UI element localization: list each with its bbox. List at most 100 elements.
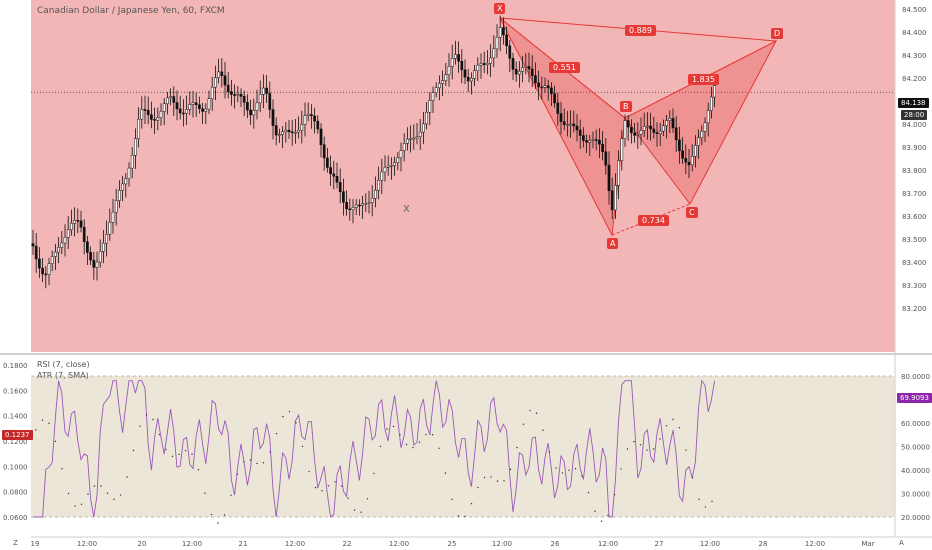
atr-dot xyxy=(711,500,713,503)
candle-body xyxy=(495,37,499,50)
candle-body xyxy=(633,132,636,136)
candle-body xyxy=(127,167,131,179)
atr-dot xyxy=(308,470,310,473)
candle-body xyxy=(242,96,246,103)
corner-left-label[interactable]: Z xyxy=(13,539,18,547)
candle-body xyxy=(95,261,99,268)
candle-body xyxy=(153,119,156,121)
candle-body xyxy=(175,102,179,110)
candle-body xyxy=(310,114,313,117)
candle-body xyxy=(473,70,476,79)
candle-body xyxy=(134,138,137,156)
candle-body xyxy=(194,102,198,105)
candle-body xyxy=(630,126,633,134)
candle-body xyxy=(604,151,608,166)
rsi-tick-label: 20.0000 xyxy=(901,514,930,522)
candle-body xyxy=(636,133,640,136)
current-price-badge: 84.138 xyxy=(898,98,929,108)
atr-dot xyxy=(678,427,681,429)
atr-dot xyxy=(568,469,570,471)
candle-body xyxy=(524,66,528,68)
corner-right-label[interactable]: A xyxy=(899,539,904,547)
candle-body xyxy=(572,123,576,127)
candle-body xyxy=(348,208,352,211)
atr-dot xyxy=(106,492,109,494)
atr-dot xyxy=(373,472,375,475)
candle-body xyxy=(274,125,278,136)
candle-body xyxy=(409,138,412,140)
atr-dot xyxy=(132,449,135,452)
candle-body xyxy=(678,139,681,152)
atr-dot xyxy=(288,410,291,413)
atr-dot xyxy=(698,498,700,501)
symbol-title: Canadian Dollar / Japanese Yen, 60, FXCM xyxy=(37,6,225,16)
atr-dot xyxy=(639,444,642,446)
candle-body xyxy=(402,143,406,151)
candle-body xyxy=(598,139,601,145)
pane-separator[interactable] xyxy=(0,353,932,355)
atr-dot xyxy=(652,448,655,450)
atr-dot xyxy=(275,432,278,435)
atr-dot xyxy=(561,472,564,474)
candle-body xyxy=(658,130,662,134)
price-tick-label: 84.500 xyxy=(902,6,927,14)
candle-body xyxy=(262,87,265,95)
candle-body xyxy=(569,123,572,126)
candle-body xyxy=(591,139,595,141)
candle-body xyxy=(182,112,185,115)
atr-dot xyxy=(704,506,707,508)
candle-body xyxy=(44,273,48,276)
ratio-xab[interactable]: 0.551 xyxy=(549,62,580,73)
candle-body xyxy=(486,62,489,65)
candle-body xyxy=(268,93,272,110)
candle-body xyxy=(550,87,553,94)
candle-body xyxy=(681,150,684,159)
atr-dot xyxy=(35,429,37,431)
candle-body xyxy=(386,165,390,168)
candle-body xyxy=(226,84,230,92)
ratio-abc[interactable]: 0.734 xyxy=(638,215,669,226)
candle-body xyxy=(687,161,691,166)
time-axis-label: 19 xyxy=(31,540,40,548)
price-chart-pane[interactable] xyxy=(31,0,895,352)
atr-dot xyxy=(191,453,193,455)
atr-dot xyxy=(685,449,687,451)
candle-body xyxy=(406,138,409,144)
candle-body xyxy=(294,131,297,134)
atr-tick-label: 0.0800 xyxy=(3,489,28,497)
candle-body xyxy=(252,110,256,116)
candle-body xyxy=(297,129,300,133)
price-tick-label: 84.300 xyxy=(902,52,927,60)
candle-body xyxy=(38,258,41,269)
candle-body xyxy=(710,96,713,111)
atr-dot xyxy=(399,434,401,436)
atr-tick-label: 0.1800 xyxy=(3,362,28,370)
candle-body xyxy=(703,122,707,132)
ratio-bcd[interactable]: 1.835 xyxy=(688,74,719,85)
atr-dot xyxy=(184,449,187,452)
candle-body xyxy=(652,128,656,133)
pattern-point-c[interactable]: C xyxy=(686,207,698,218)
candle-body xyxy=(118,190,121,201)
candle-body xyxy=(114,200,118,213)
candle-body xyxy=(479,63,483,66)
candle-body xyxy=(508,45,512,59)
candle-body xyxy=(562,121,566,125)
candle-body xyxy=(476,64,480,71)
pattern-point-x[interactable]: X xyxy=(494,3,506,14)
time-axis-label: 12:00 xyxy=(598,540,618,548)
pattern-point-d[interactable]: D xyxy=(771,28,784,39)
time-axis-label: Mar xyxy=(861,540,874,548)
time-axis-label: 21 xyxy=(239,540,248,548)
candle-body xyxy=(518,70,521,75)
ratio-xd[interactable]: 0.889 xyxy=(625,25,656,36)
candle-body xyxy=(582,135,585,141)
candle-body xyxy=(313,115,316,122)
candle-body xyxy=(278,134,281,136)
atr-tick-label: 0.1000 xyxy=(3,463,28,471)
atr-dot xyxy=(236,473,239,475)
candle-body xyxy=(185,109,188,114)
pattern-point-a[interactable]: A xyxy=(607,238,619,249)
pattern-point-b[interactable]: B xyxy=(620,101,632,112)
candle-body xyxy=(143,109,147,111)
